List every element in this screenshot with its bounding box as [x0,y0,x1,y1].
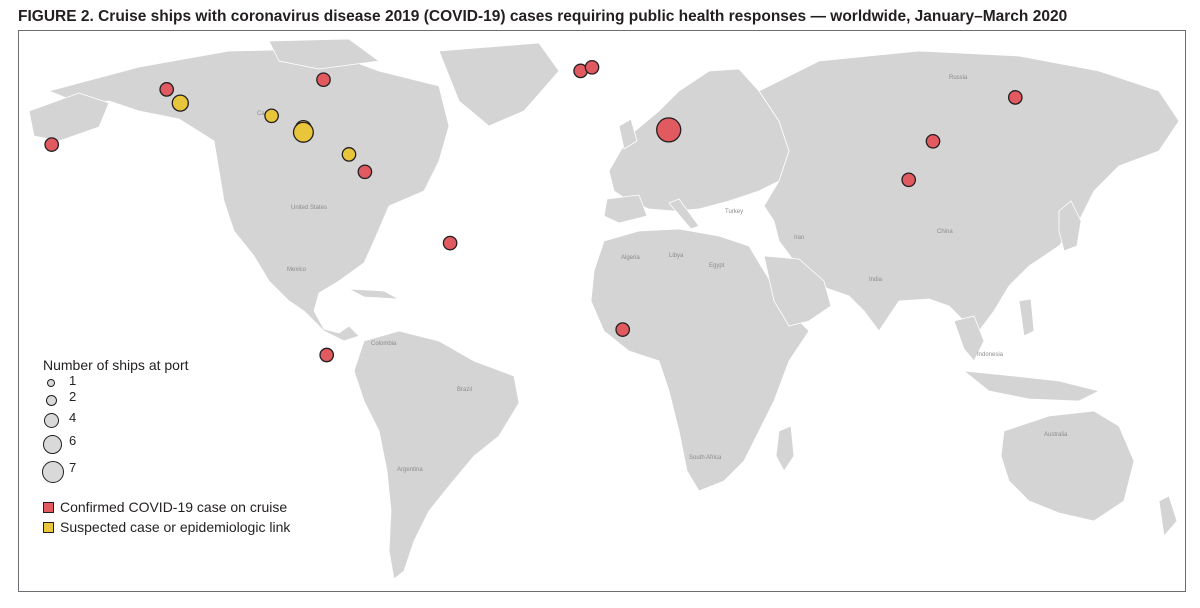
suspected-swatch [43,521,54,533]
label-china: China [937,229,953,235]
land-indonesia [962,370,1101,402]
size-item: 2 [46,389,76,406]
size-label: 2 [69,389,77,404]
size-circle-1 [47,379,55,387]
country-labels: Canada United States Mexico Colombia Bra… [257,75,1068,473]
confirmed-swatch [43,501,54,513]
confirmed-label: Confirmed COVID-19 case on cruise [60,499,288,515]
land-new-zealand [1158,495,1178,537]
label-libya: Libya [669,253,684,259]
size-circle-4 [44,413,59,428]
label-egypt: Egypt [709,263,725,269]
size-label: 1 [69,373,77,388]
land-canada-islands [268,38,381,70]
size-label: 6 [69,433,77,448]
land-north-america [47,48,450,342]
port-marker-confirmed [357,164,373,180]
land-japan [1058,200,1082,252]
world-map: Canada United States Mexico Colombia Bra… [28,38,1180,580]
port-marker-suspected [171,94,189,112]
land-cuba [348,288,400,300]
port-marker-suspected [341,147,357,162]
size-item: 7 [42,460,76,483]
label-algeria: Algeria [621,255,640,261]
port-markers [44,59,1023,363]
size-circle-2 [46,395,57,406]
size-item: 6 [43,433,76,454]
size-circle-7 [42,461,64,483]
label-brazil: Brazil [457,387,472,393]
port-marker-confirmed [925,133,941,149]
label-australia: Australia [1044,432,1068,438]
legend-confirmed: Confirmed COVID-19 case on cruise [43,499,290,515]
port-marker-confirmed [584,59,600,75]
legend-size-title: Number of ships at port [43,357,189,373]
size-label: 7 [69,460,77,475]
land-uk [618,118,638,150]
legend-suspected: Suspected case or epidemiologic link [43,519,290,535]
land-iberia [603,194,648,224]
port-marker-suspected [292,121,314,143]
label-united-states: United States [291,205,327,211]
size-item: 1 [47,373,76,388]
land-madagascar [775,425,795,472]
label-south-africa: South Africa [689,455,722,461]
land-alaska [28,92,110,142]
land-africa [590,228,810,492]
port-marker-confirmed [319,347,335,363]
port-marker-confirmed [1007,90,1023,105]
figure-title: FIGURE 2. Cruise ships with coronavirus … [18,8,1068,25]
legend: Number of ships at port 1 2 4 6 7 [42,357,290,535]
label-mexico: Mexico [287,267,307,273]
label-indonesia: Indonesia [977,352,1004,358]
label-russia: Russia [949,75,968,81]
suspected-label: Suspected case or epidemiologic link [60,519,291,535]
land-philippines [1018,298,1035,337]
land-se-asia [953,315,985,362]
size-circle-6 [43,435,62,454]
label-iran: Iran [794,235,804,241]
size-scale: 1 2 4 6 7 [42,373,103,495]
port-marker-confirmed [442,235,458,251]
label-india: India [869,277,883,283]
port-marker-confirmed [44,137,60,152]
land-italy [668,198,700,230]
land-greenland [438,42,560,127]
port-marker-suspected [264,108,279,124]
land-south-america [353,330,520,580]
size-label: 4 [69,410,77,425]
land-masses [28,38,1180,580]
label-turkey: Turkey [725,209,743,215]
land-arabia [763,255,832,327]
map-frame: Canada United States Mexico Colombia Bra… [18,30,1186,592]
port-marker-confirmed [901,172,917,188]
size-item: 4 [44,410,76,428]
port-marker-confirmed [316,72,331,88]
port-marker-confirmed [656,117,682,143]
land-australia [1000,410,1135,522]
port-marker-confirmed [159,82,175,97]
label-colombia: Colombia [371,341,397,347]
label-argentina: Argentina [397,467,423,473]
port-marker-confirmed [615,322,631,337]
